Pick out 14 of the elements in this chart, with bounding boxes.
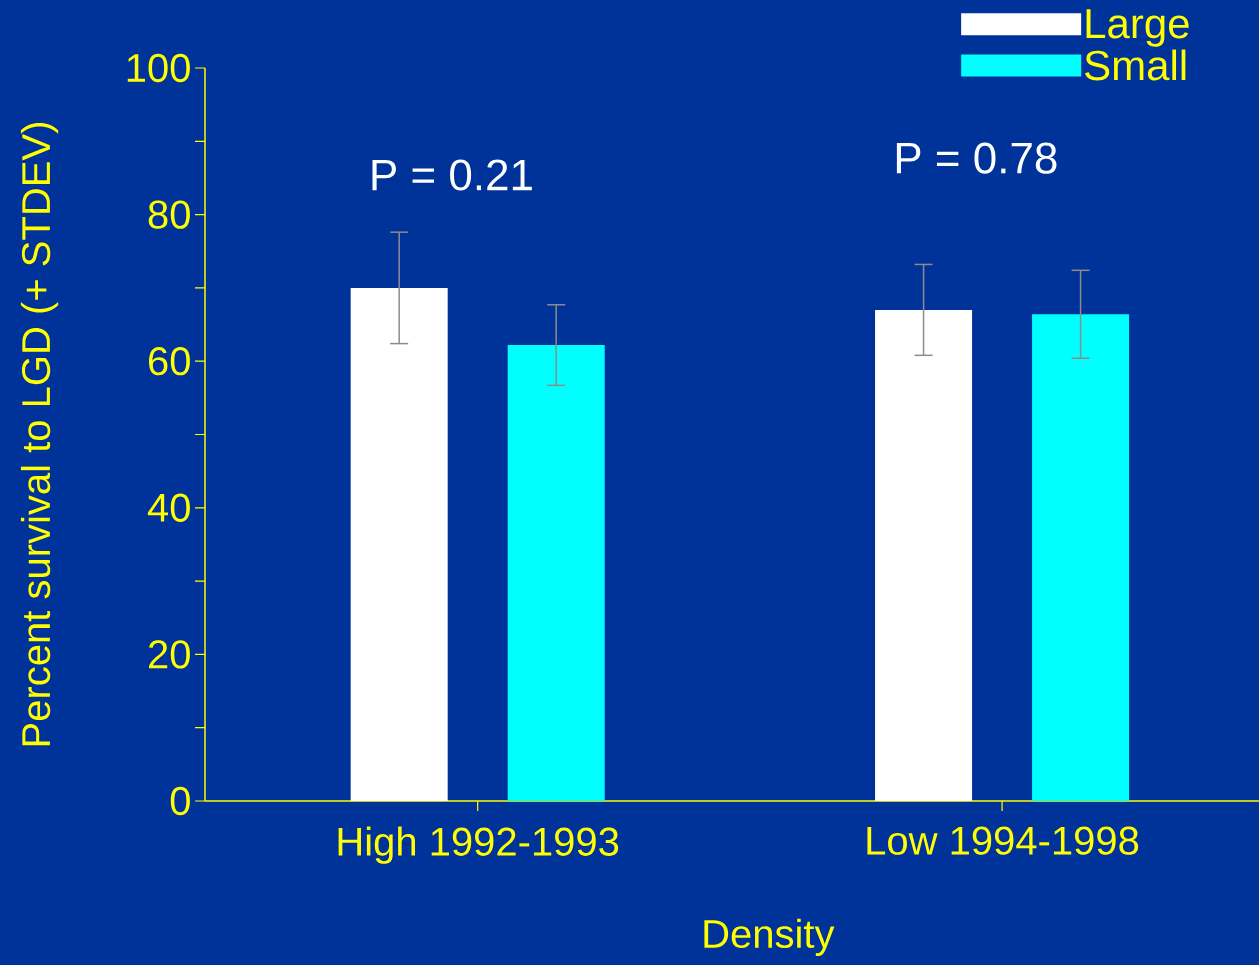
y-tick-label: 40 — [147, 493, 190, 522]
y-tick-label: 100 — [127, 53, 190, 83]
y-tick-label: 60 — [149, 347, 190, 376]
x-axis-title: Density — [704, 918, 835, 956]
annotation: P = 0.21 — [372, 159, 532, 191]
y-tick-label: 0 — [170, 786, 190, 816]
x-tick-label: High 1992-1993 — [338, 826, 619, 864]
x-tick-label: Low 1994-1998 — [867, 826, 1139, 855]
y-axis-title: Percent survival to LGD (+ STDEV) — [20, 123, 59, 746]
legend-label: Large — [1086, 9, 1189, 47]
annotation: P = 0.78 — [896, 142, 1057, 174]
y-tick-label: 20 — [148, 640, 190, 669]
y-tick-label: 80 — [148, 200, 190, 229]
legend-label: Small — [1085, 49, 1186, 81]
